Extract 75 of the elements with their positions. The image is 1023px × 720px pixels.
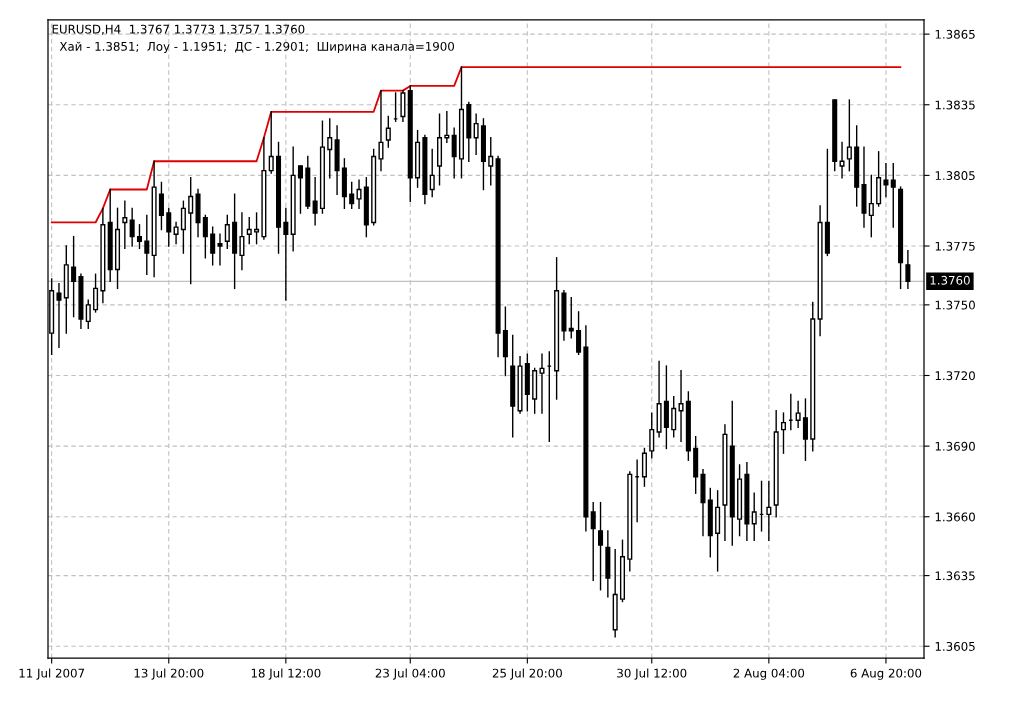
candlestick: [846, 99, 852, 172]
candlestick: [71, 235, 77, 318]
y-tick-label: 1.3720: [935, 371, 975, 381]
candlestick: [378, 89, 384, 172]
y-tick-label: 1.3660: [935, 512, 975, 522]
candlestick: [239, 212, 245, 271]
candlestick: [224, 214, 230, 250]
y-tick-label: 1.3690: [935, 441, 975, 451]
candlestick: [473, 113, 479, 155]
y-tick-label: 1.3635: [935, 571, 975, 581]
x-tick-label: 25 Jul 20:00: [492, 668, 562, 680]
candlestick: [129, 207, 135, 247]
candlestick: [598, 501, 604, 591]
candlestick: [122, 200, 128, 250]
candlestick: [400, 89, 406, 122]
x-tick-label: 2 Aug 04:00: [733, 668, 805, 680]
candlestick: [217, 233, 223, 266]
candlestick: [839, 141, 845, 179]
candlestick: [576, 311, 582, 355]
candlestick: [868, 174, 874, 238]
candlestick: [766, 480, 772, 541]
y-tick-label: 1.3805: [935, 171, 975, 181]
candlestick: [144, 214, 150, 275]
candlestick: [385, 115, 391, 148]
candlestick: [539, 353, 545, 414]
y-tick-label: 1.3835: [935, 100, 975, 110]
candlestick: [905, 250, 911, 290]
x-tick-label: 30 Jul 12:00: [617, 668, 687, 680]
candlestick: [356, 179, 362, 210]
x-tick-label: 6 Aug 20:00: [850, 668, 922, 680]
candlestick: [312, 177, 318, 226]
y-tick-label: 1.3865: [935, 29, 975, 39]
candlestick: [751, 492, 757, 541]
chart-title: EURUSD,H4 1.3767 1.3773 1.3757 1.3760: [52, 24, 305, 35]
candlestick: [488, 137, 494, 186]
candlestick: [202, 214, 208, 259]
candlestick: [590, 501, 596, 582]
candlestick: [641, 447, 647, 487]
y-tick-label: 1.3750: [935, 300, 975, 310]
x-tick-label: 13 Jul 20:00: [134, 668, 204, 680]
candlestick: [158, 181, 164, 231]
candlestick: [173, 221, 179, 245]
candlestick: [671, 395, 677, 438]
candlestick: [180, 200, 186, 254]
candlestick: [283, 207, 289, 301]
candlestick: [210, 226, 216, 266]
candlestick: [188, 177, 194, 285]
candlestick: [802, 398, 808, 461]
candlestick: [678, 370, 684, 443]
candlestick: [85, 299, 91, 330]
text: Хай - 1.3851; Лоу - 1.1951; ДС - 1.2901; Ширина канала=1900: [59, 41, 455, 54]
candlestick: [136, 224, 143, 250]
candlestick: [246, 217, 252, 245]
candlestick: [268, 111, 274, 174]
x-tick-label: 23 Jul 04:00: [375, 668, 445, 680]
candlestick: [649, 412, 655, 459]
line-series: [50, 66, 902, 224]
ref-line-label: 1.3760: [930, 275, 970, 285]
y-tick-label: 1.3775: [935, 241, 975, 251]
candlestick: [56, 282, 62, 348]
candlestick: [297, 165, 304, 214]
x-tick-label: 18 Jul 12:00: [251, 668, 321, 680]
candlestick: [93, 273, 99, 313]
candlestick: [349, 181, 355, 210]
y-tick-label: 1.3605: [935, 641, 975, 651]
candlestick: [451, 127, 457, 179]
candlestick: [254, 212, 260, 245]
candlestick: [890, 162, 896, 228]
candlestick: [166, 207, 172, 247]
candlestick: [883, 162, 889, 198]
candlestick: [780, 412, 787, 454]
x-tick-label: 11 Jul 2007: [19, 668, 85, 680]
candlestick: [327, 118, 333, 179]
candlestick: [429, 148, 435, 198]
candlestick: [795, 400, 801, 428]
